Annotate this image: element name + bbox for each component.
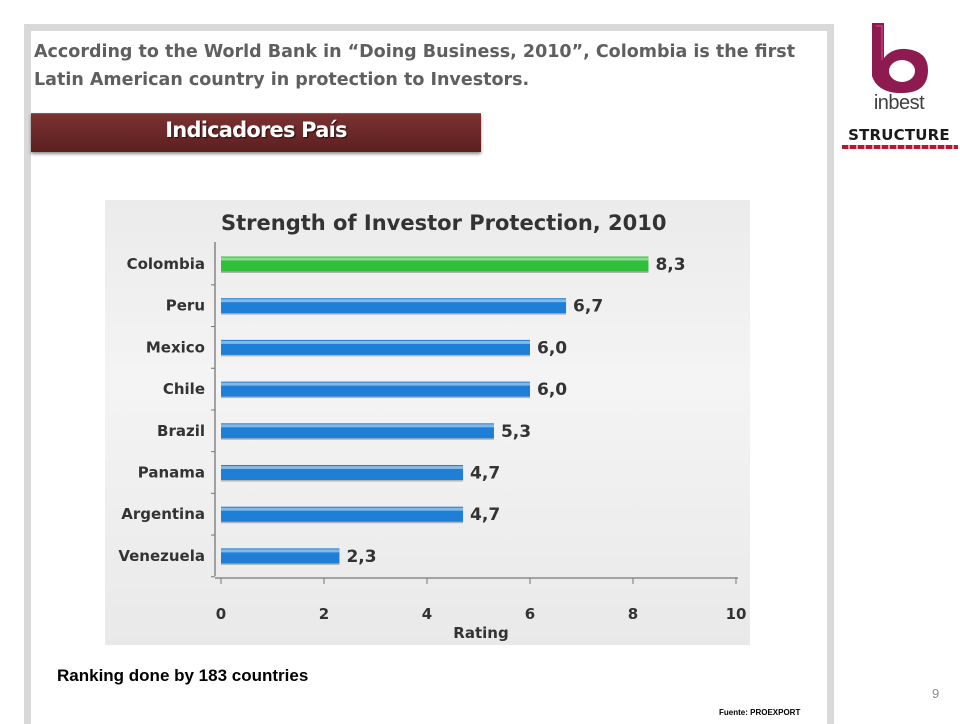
source-credit: Fuente: PROEXPORT	[719, 708, 801, 717]
bar	[221, 381, 530, 397]
logo-stripe	[842, 145, 958, 149]
bar-highlight	[221, 299, 567, 303]
chart-canvas: Strength of Investor Protection, 2010 Col…	[118, 211, 747, 642]
x-tick-label: 8	[628, 605, 638, 623]
logo-wordmark: inbest	[873, 92, 925, 114]
bar	[221, 298, 567, 314]
x-axis-label: Rating	[453, 624, 508, 642]
bar-highlight	[221, 507, 464, 511]
bar-highlight	[221, 466, 464, 469]
value-label: 5,3	[501, 422, 531, 442]
x-tick-label: 6	[525, 605, 535, 623]
value-label: 4,7	[470, 464, 500, 484]
value-label: 8,3	[655, 255, 685, 275]
bar-highlight	[221, 549, 340, 553]
x-tick-label: 10	[726, 605, 747, 623]
bar-highlight	[221, 340, 530, 344]
x-tick-label: 4	[422, 605, 432, 623]
bar	[221, 339, 530, 355]
chart-title: Strength of Investor Protection, 2010	[221, 211, 667, 235]
bar-highlight	[221, 382, 530, 386]
category-label: Argentina	[121, 505, 205, 523]
value-label: 2,3	[346, 547, 376, 567]
category-label: Venezuela	[118, 547, 205, 565]
category-label: Mexico	[146, 338, 205, 356]
category-label: Chile	[163, 380, 205, 398]
value-label: 4,7	[470, 505, 500, 525]
bar	[221, 506, 464, 522]
inbest-b-logo-icon	[872, 23, 928, 94]
bar	[221, 256, 649, 272]
bar-highlight	[221, 424, 494, 428]
category-label: Colombia	[127, 255, 205, 273]
banner-title: Indicadores País	[165, 118, 347, 142]
ranking-note: Ranking done by 183 countries	[57, 666, 309, 685]
section-banner: Indicadores País	[31, 113, 481, 152]
x-tick-label: 0	[216, 605, 226, 623]
x-tick-label: 2	[319, 605, 329, 623]
headline-text: According to the World Bank in “Doing Bu…	[34, 42, 796, 90]
category-label: Panama	[138, 464, 205, 482]
bar	[221, 423, 494, 439]
value-label: 6,0	[537, 338, 567, 358]
investor-protection-chart: Strength of Investor Protection, 2010 Col…	[105, 200, 750, 645]
logo-structure-text: STRUCTURE	[848, 126, 950, 144]
value-label: 6,7	[573, 297, 603, 317]
inbest-logo: inbest STRUCTURE	[838, 18, 960, 153]
bar	[221, 548, 340, 564]
category-label: Brazil	[157, 422, 205, 440]
bar	[221, 465, 464, 480]
value-label: 6,0	[537, 380, 567, 400]
bar-highlight	[221, 257, 649, 261]
category-label: Peru	[166, 297, 205, 315]
page-number: 9	[932, 686, 940, 701]
